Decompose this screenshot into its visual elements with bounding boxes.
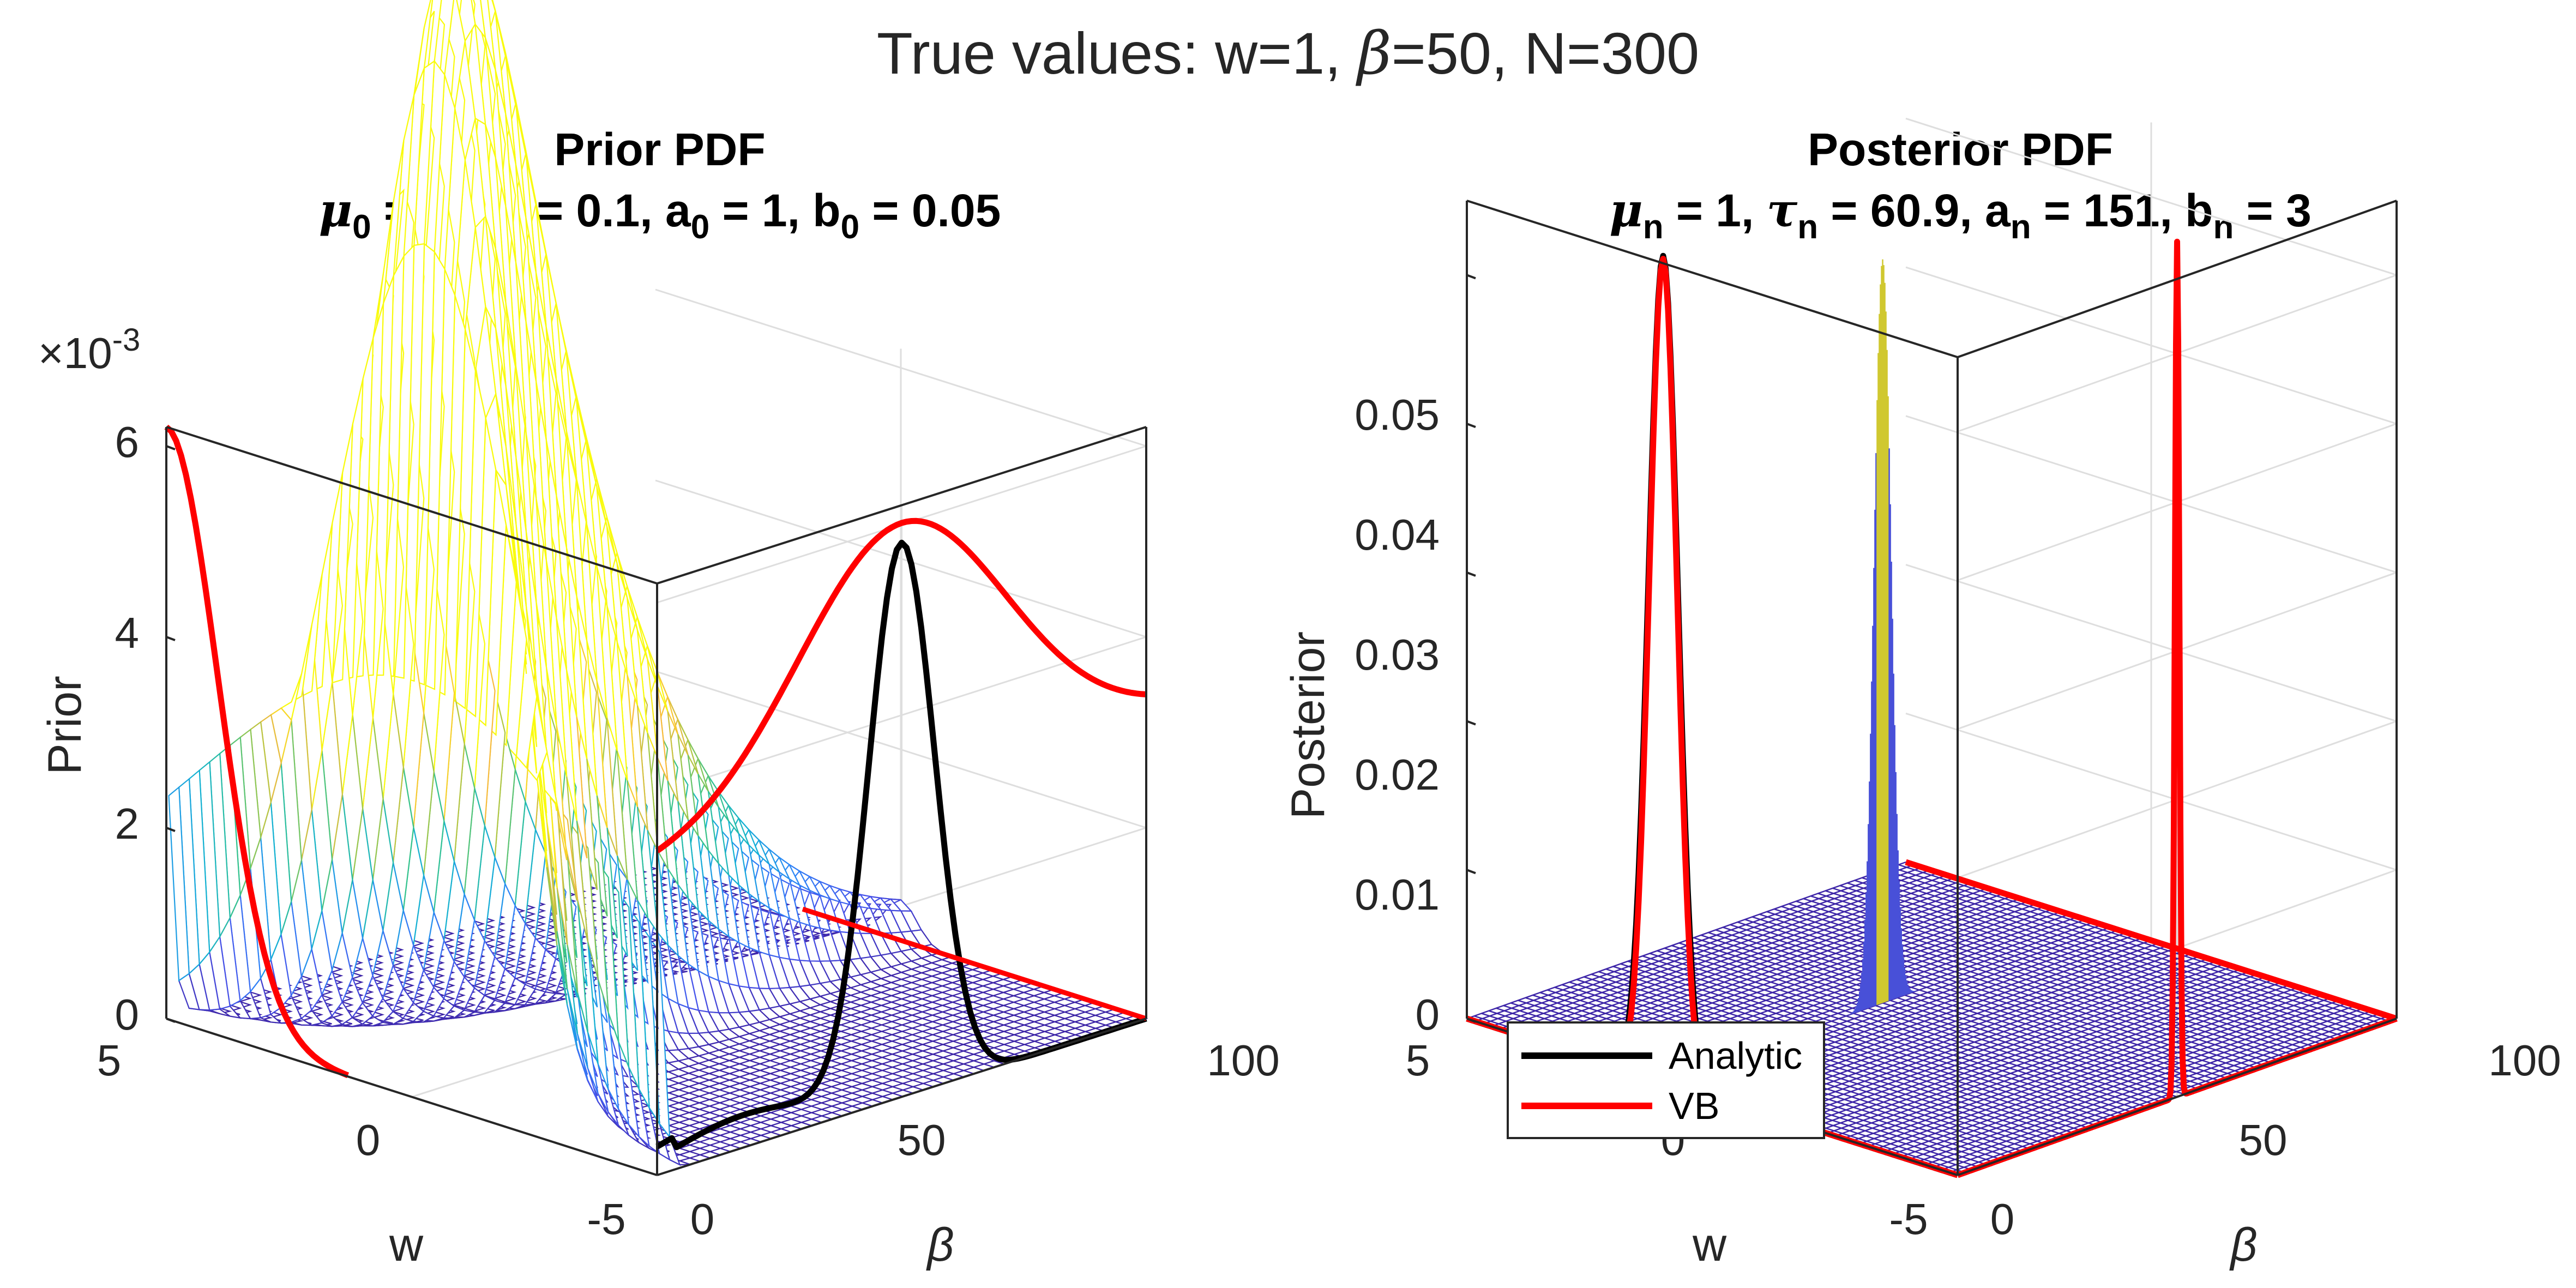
prior-axes: Prior PDF μ0 = 0, τ0 = 0.1, a0 = 1, b0 =… [38, 0, 1280, 1271]
surface-line [1862, 877, 2353, 1035]
prior-z-tick: 2 [115, 799, 140, 848]
posterior-z-tick: 0.01 [1355, 870, 1440, 919]
posterior-beta-tick: 100 [2488, 1036, 2561, 1085]
legend-label-vb: VB [1669, 1085, 1719, 1127]
posterior-w-label: w [1692, 1219, 1727, 1271]
prior-w-tick: 5 [97, 1036, 122, 1085]
z-tick-mark [1466, 720, 1476, 726]
prior-z-tick: 0 [115, 990, 140, 1039]
prior-vb-marginal-w [164, 424, 350, 1079]
prior-z-ticks: 0 2 4 6 [115, 418, 140, 1039]
prior-beta-label: β [925, 1219, 954, 1271]
posterior-z-tick: 0.02 [1355, 750, 1440, 799]
axis-edge [166, 426, 658, 585]
axis-edge [657, 1018, 1147, 1176]
prior-surface [168, 0, 1148, 1166]
prior-axes-box [165, 426, 1147, 1176]
z-tick-mark [166, 636, 176, 641]
prior-beta-tick: 50 [898, 1116, 946, 1164]
surface-line [1847, 882, 2339, 1040]
posterior-vb-baseline [1905, 859, 2398, 1022]
posterior-legend: Analytic VB [1507, 1021, 1825, 1139]
prior-title: Prior PDF [554, 124, 765, 175]
axis-edge [657, 426, 1147, 585]
surface-line [1891, 866, 2382, 1025]
surface-line [1924, 1007, 2364, 1166]
surface-line [1900, 1000, 2340, 1158]
axis-edge [1957, 1018, 2397, 1176]
surface-line [1898, 864, 2390, 1022]
z-tick-mark [166, 1018, 176, 1023]
prior-w-label: w [389, 1219, 424, 1271]
prior-z-tick: 6 [115, 418, 140, 466]
posterior-z-tick: 0.04 [1355, 510, 1440, 559]
prior-z-tick: 4 [115, 609, 140, 657]
prior-beta-ticks: 0 50 100 [690, 1036, 1280, 1243]
posterior-subtitle: μn = 1, τn = 60.9, an = 151, bn = 3 [1609, 183, 2312, 246]
z-tick-mark [166, 445, 176, 450]
posterior-beta-tick: 0 [1990, 1195, 2015, 1243]
prior-z-multiplier: ×10-3 [38, 322, 140, 377]
legend-box [1507, 1021, 1825, 1139]
surface-line [1869, 874, 2361, 1033]
prior-z-label: Prior [39, 676, 91, 775]
posterior-surface [1466, 259, 2397, 1176]
posterior-w-tick: -5 [1889, 1195, 1928, 1243]
posterior-grid [1686, 117, 2397, 1176]
legend-label-analytic: Analytic [1669, 1034, 1802, 1077]
surface-line [1933, 1010, 2373, 1168]
surface-line [1854, 880, 2346, 1038]
axis-edge [1957, 200, 2397, 358]
posterior-z-tick: 0.03 [1355, 630, 1440, 679]
prior-w-ticks: 5 0 -5 [97, 1036, 626, 1243]
surface-cell [168, 786, 190, 982]
z-tick-mark [1466, 1018, 1476, 1023]
surface-line [1941, 1013, 2381, 1171]
surface-line [1916, 1004, 2356, 1163]
prior-beta-tick: 100 [1207, 1036, 1279, 1085]
posterior-beta-label: β [2229, 1219, 2257, 1271]
z-tick-mark [1466, 571, 1476, 577]
prior-beta-tick: 0 [690, 1195, 715, 1243]
surface-line [1839, 884, 2331, 1043]
posterior-axes: Posterior PDF μn = 1, τn = 60.9, an = 15… [1282, 117, 2561, 1271]
surface-cell [491, 0, 507, 53]
prior-w-tick: -5 [587, 1195, 625, 1243]
posterior-z-tick: 0 [1416, 990, 1440, 1039]
posterior-z-ticks: 0 0.01 0.02 0.03 0.04 0.05 [1355, 390, 1440, 1039]
axis-edge [166, 1018, 658, 1176]
z-tick-mark [1466, 274, 1476, 280]
posterior-beta-ticks: 0 50 100 [1990, 1036, 2561, 1243]
surface-line [1908, 1002, 2348, 1160]
z-tick-mark [1466, 423, 1476, 428]
posterior-z-label: Posterior [1282, 631, 1334, 819]
prior-w-tick: 0 [356, 1116, 381, 1164]
posterior-title: Posterior PDF [1808, 124, 2113, 175]
surface-cell [491, 0, 496, 11]
prior-vb-marginal-beta [655, 517, 1147, 853]
figure-suptitle: True values: w=1, β=50, N=300 [877, 20, 1699, 88]
axis-edge [1466, 200, 1958, 358]
posterior-z-tick: 0.05 [1355, 390, 1440, 439]
surface-line [1892, 997, 2332, 1155]
posterior-beta-tick: 50 [2239, 1116, 2288, 1164]
z-tick-mark [166, 827, 176, 832]
surface-line [1832, 887, 2324, 1046]
prior-vb-baseline [802, 906, 1147, 1021]
posterior-w-tick: 5 [1406, 1036, 1430, 1085]
surface-line [1883, 869, 2375, 1027]
z-tick-mark [1466, 869, 1476, 875]
